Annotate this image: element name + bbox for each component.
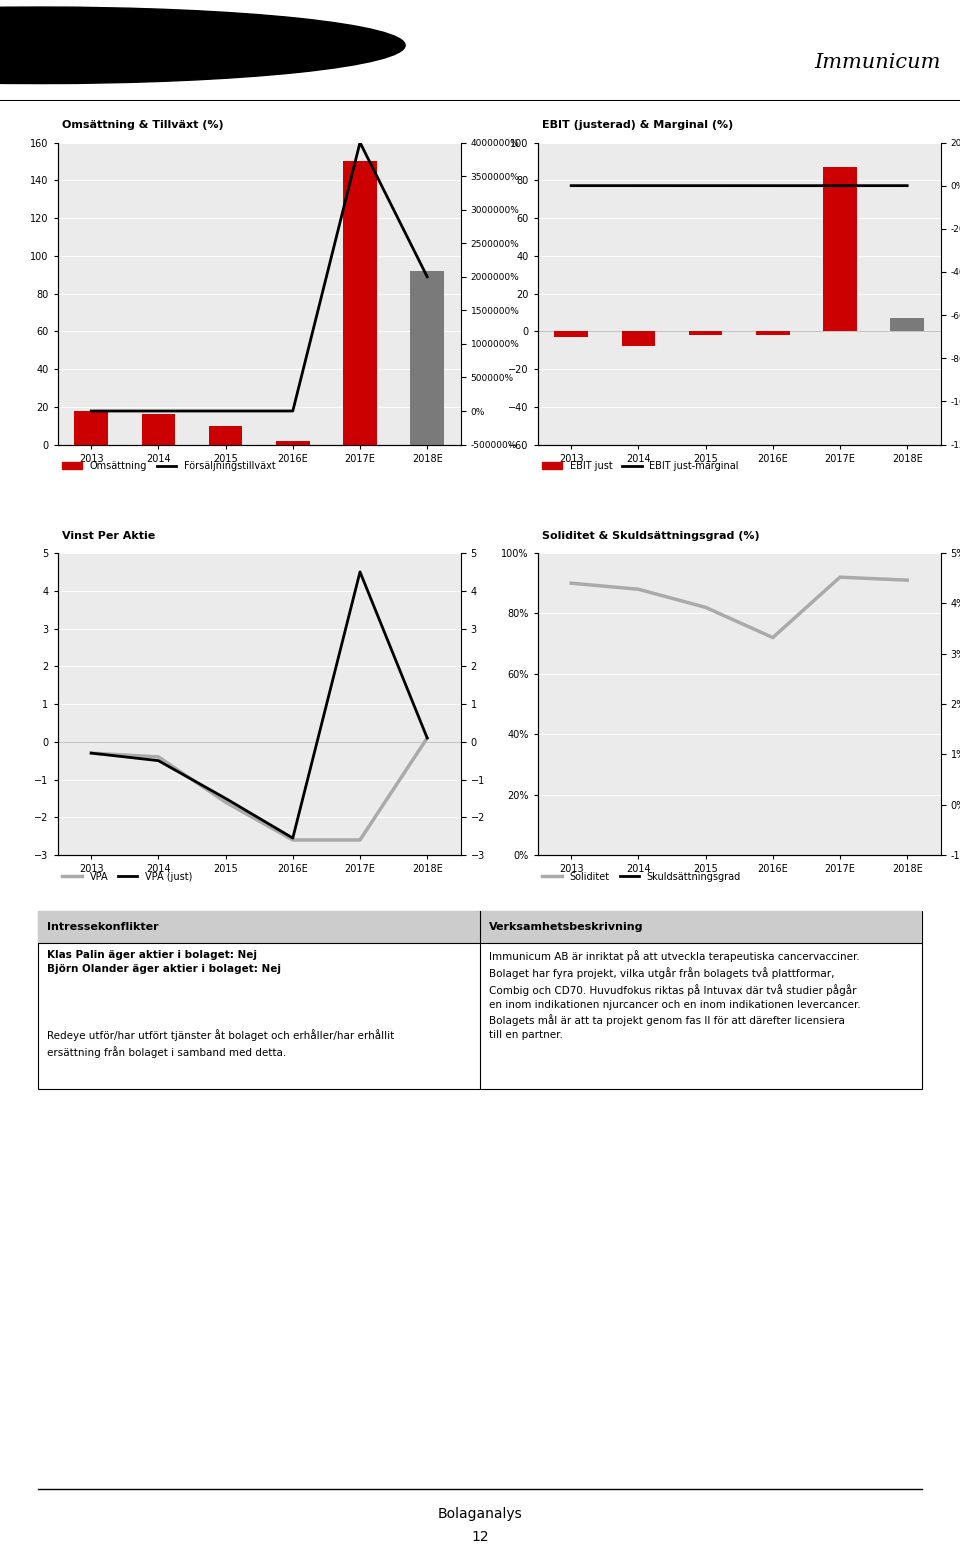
Text: Omsättning & Tillväxt (%): Omsättning & Tillväxt (%) (61, 121, 224, 130)
Bar (824, 167, 857, 331)
Text: EBIT (justerad) & Marginal (%): EBIT (justerad) & Marginal (%) (541, 121, 732, 130)
Text: Verksamhetsbeskrivning: Verksamhetsbeskrivning (489, 922, 643, 932)
Legend: EBIT just, EBIT just-marginal: EBIT just, EBIT just-marginal (542, 462, 739, 471)
Bar (689, 331, 723, 335)
Text: Klas Palin äger aktier i bolaget: Nej
Björn Olander äger aktier i bolaget: Nej: Klas Palin äger aktier i bolaget: Nej Bj… (47, 950, 281, 974)
Bar (480, 911, 922, 943)
Bar (891, 318, 924, 331)
Bar (410, 271, 444, 445)
Bar (343, 161, 376, 445)
Text: 12: 12 (471, 1530, 489, 1544)
Text: Soliditet & Skuldsättningsgrad (%): Soliditet & Skuldsättningsgrad (%) (541, 531, 759, 541)
Bar (622, 331, 655, 347)
Circle shape (0, 28, 208, 64)
Bar (276, 441, 309, 445)
Circle shape (0, 17, 303, 73)
Bar (38, 911, 480, 943)
Text: REDEYE: REDEYE (65, 31, 186, 59)
Bar (74, 410, 108, 445)
Legend: Soliditet, Skuldsättningsgrad: Soliditet, Skuldsättningsgrad (542, 872, 741, 881)
Bar (555, 331, 588, 338)
Legend: VPA, VPA (just): VPA, VPA (just) (62, 872, 193, 881)
Text: Intressekonflikter: Intressekonflikter (47, 922, 158, 932)
Text: Immunicum AB är inriktat på att utveckla terapeutiska cancervacciner.
Bolaget ha: Immunicum AB är inriktat på att utveckla… (489, 950, 860, 1041)
Bar (756, 331, 789, 335)
Text: Immunicum: Immunicum (814, 53, 941, 71)
Circle shape (0, 39, 106, 53)
Text: Vinst Per Aktie: Vinst Per Aktie (61, 531, 155, 541)
Legend: Omsättning, Försäljningstillväxt: Omsättning, Försäljningstillväxt (62, 462, 276, 471)
Bar (208, 426, 242, 445)
Text: Bolaganalys: Bolaganalys (438, 1507, 522, 1521)
Bar (141, 414, 175, 445)
Circle shape (0, 8, 405, 84)
Text: Redeye utför/har utfört tjänster åt bolaget och erhåller/har erhållit
ersättning: Redeye utför/har utfört tjänster åt bola… (47, 1015, 395, 1058)
